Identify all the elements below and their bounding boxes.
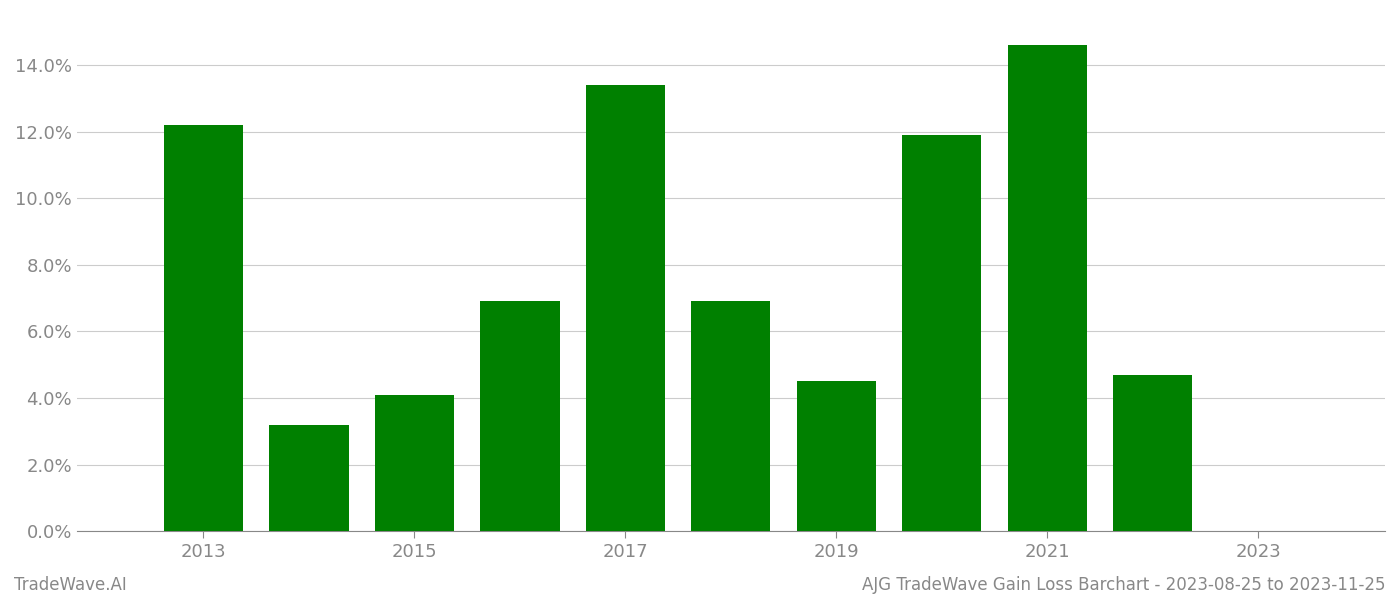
- Text: AJG TradeWave Gain Loss Barchart - 2023-08-25 to 2023-11-25: AJG TradeWave Gain Loss Barchart - 2023-…: [862, 576, 1386, 594]
- Bar: [797, 382, 876, 531]
- Bar: [164, 125, 244, 531]
- Bar: [375, 395, 454, 531]
- Bar: [480, 301, 560, 531]
- Text: TradeWave.AI: TradeWave.AI: [14, 576, 127, 594]
- Bar: [269, 425, 349, 531]
- Bar: [1113, 374, 1193, 531]
- Bar: [692, 301, 770, 531]
- Bar: [903, 135, 981, 531]
- Bar: [585, 85, 665, 531]
- Bar: [1008, 45, 1086, 531]
